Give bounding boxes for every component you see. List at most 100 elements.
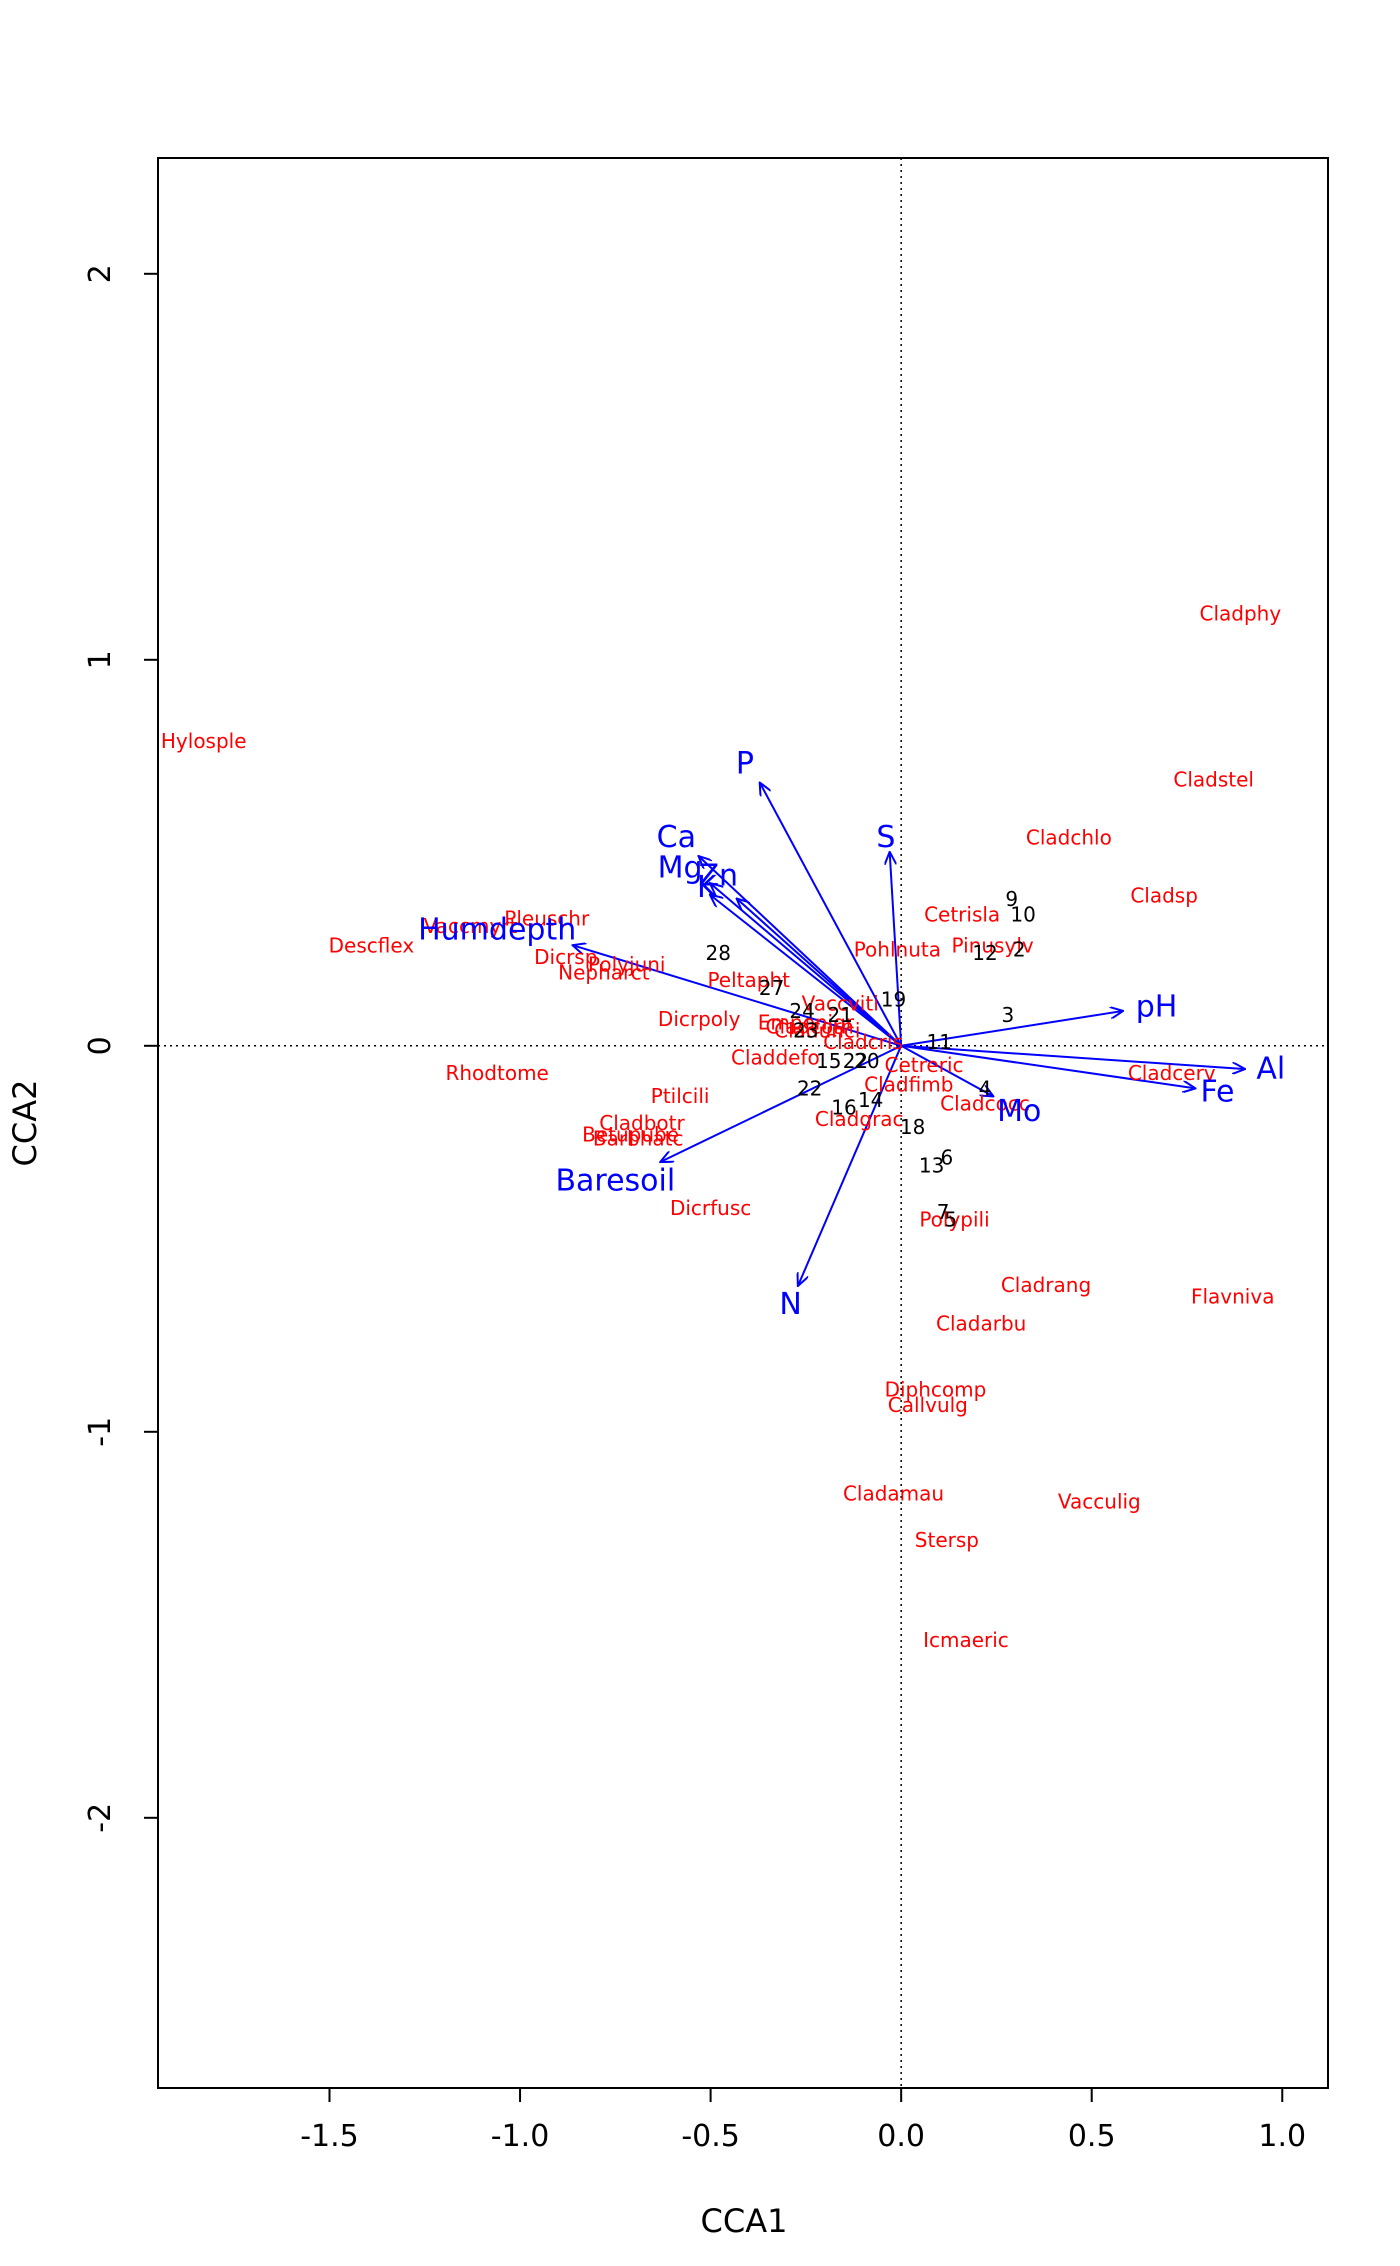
env-arrow-al [901, 1044, 1244, 1069]
species-label: Pinusylv [952, 933, 1034, 957]
species-label: Polypili [919, 1208, 989, 1232]
env-arrow-ca [699, 857, 902, 1047]
env-label-fe: Fe [1200, 1075, 1234, 1110]
site-label: 7 [937, 1200, 950, 1224]
species-label: Cladphy [1200, 601, 1282, 625]
env-label-p: P [736, 747, 754, 782]
x-axis-title: CCA1 [701, 2202, 788, 2240]
site-label: 23 [793, 1018, 818, 1042]
y-tick-label: -2 [83, 1803, 118, 1833]
x-tick-label: -0.5 [681, 2119, 740, 2154]
env-arrow-mo [900, 1044, 992, 1096]
env-arrow-zn [737, 899, 902, 1047]
species-label: Cladcerv [1128, 1061, 1216, 1085]
env-label-mo: Mo [997, 1094, 1041, 1129]
site-label: 16 [831, 1096, 856, 1120]
env-arrow-n [798, 1045, 903, 1285]
species-label: Stersp [915, 1528, 979, 1552]
species-label: Cladbotr [599, 1111, 685, 1135]
site-label: 10 [1010, 903, 1035, 927]
x-tick-label: -1.0 [491, 2119, 550, 2154]
y-tick-label: -1 [83, 1417, 118, 1447]
env-label-s: S [876, 820, 895, 855]
y-tick-label: 1 [83, 650, 118, 669]
site-label: 14 [858, 1088, 883, 1112]
species-label: Cladarbu [936, 1312, 1026, 1336]
species-label: Cetreric [885, 1053, 964, 1077]
site-label: 11 [927, 1030, 952, 1054]
species-label: Descflex [329, 933, 415, 957]
species-label: Vacculig [1058, 1489, 1141, 1513]
env-arrow-p [760, 783, 903, 1047]
env-label-ca: Ca [657, 820, 696, 855]
y-axis: -2 -1 0 1 2 [83, 264, 159, 1833]
species-label: Pleuschr [504, 906, 590, 930]
species-label: Cladcris [823, 1030, 903, 1054]
y-tick-label: 0 [83, 1036, 118, 1055]
site-label: 22 [843, 1049, 868, 1073]
env-label-baresoil: Baresoil [555, 1163, 675, 1198]
species-label: Cladrang [1001, 1273, 1091, 1297]
species-label: Cladfimb [864, 1072, 953, 1096]
species-label: Cladamau [843, 1482, 944, 1506]
site-label: 18 [900, 1115, 925, 1139]
y-tick-label: 2 [83, 264, 118, 283]
site-label: 15 [816, 1049, 841, 1073]
species-label: Ptilcili [651, 1084, 710, 1108]
site-label: 20 [854, 1049, 879, 1073]
env-arrow-baresoil [661, 1044, 902, 1162]
site-label: 13 [919, 1153, 944, 1177]
env-arrow-ph [901, 1011, 1122, 1047]
site-label: 22 [797, 1076, 822, 1100]
species-label: Icmaeric [923, 1628, 1009, 1652]
species-label: Cladsp [1130, 883, 1198, 907]
site-label: 24 [789, 999, 814, 1023]
env-label-mg: Mg [658, 851, 703, 886]
site-label: 9 [1005, 887, 1018, 911]
species-label: Empenigr [758, 1011, 855, 1035]
species-label: Cladunci [774, 1018, 860, 1042]
species-label: Dicrsp [534, 945, 597, 969]
species-label: Pohlnuta [854, 937, 941, 961]
species-label: Cladchlo [1026, 825, 1112, 849]
species-label: Dicrpoly [658, 1007, 741, 1031]
env-label-ph: pH [1136, 990, 1178, 1025]
environment-arrows [573, 783, 1244, 1285]
env-label-k: K [697, 870, 718, 905]
species-label: Rhodtome [445, 1061, 548, 1085]
site-label: 19 [881, 987, 906, 1011]
species-label: Cladstel [1173, 767, 1254, 791]
env-arrow-fe [901, 1044, 1194, 1088]
y-axis-title: CCA2 [6, 1080, 44, 1167]
species-label: Dicrfusc [670, 1196, 751, 1220]
env-label-al: Al [1256, 1051, 1285, 1086]
species-label: Vaccmyrt [424, 914, 518, 938]
species-label: Peltapht [707, 968, 790, 992]
species-label: Cladcocc [940, 1092, 1030, 1116]
env-label-n: N [779, 1287, 801, 1322]
x-tick-label: 0.0 [877, 2119, 925, 2154]
site-label: 28 [706, 941, 731, 965]
species-label: Hylosple [161, 729, 247, 753]
site-label: 2 [1013, 937, 1026, 961]
species-label: Betupube [582, 1123, 679, 1147]
site-label: 4 [979, 1076, 992, 1100]
x-axis: -1.5 -1.0 -0.5 0.0 0.5 1.0 [300, 2087, 1306, 2154]
species-label: Cladcorn [766, 1015, 854, 1039]
site-label: 27 [759, 976, 784, 1000]
site-label: 21 [827, 1003, 852, 1027]
site-label: 5 [944, 1208, 957, 1232]
env-arrow-s [890, 853, 903, 1046]
env-label-humdepth: Humdepth [418, 913, 576, 948]
species-label: Diphcomp [885, 1377, 987, 1401]
x-tick-label: 0.5 [1068, 2119, 1116, 2154]
species-label: Claddefo [731, 1045, 820, 1069]
x-tick-label: 1.0 [1258, 2119, 1306, 2154]
species-label: Cladgrac [815, 1107, 904, 1131]
species-label: Vaccviti [802, 991, 879, 1015]
zero-reference-lines [158, 158, 1328, 2088]
x-tick-label: -1.5 [300, 2119, 359, 2154]
